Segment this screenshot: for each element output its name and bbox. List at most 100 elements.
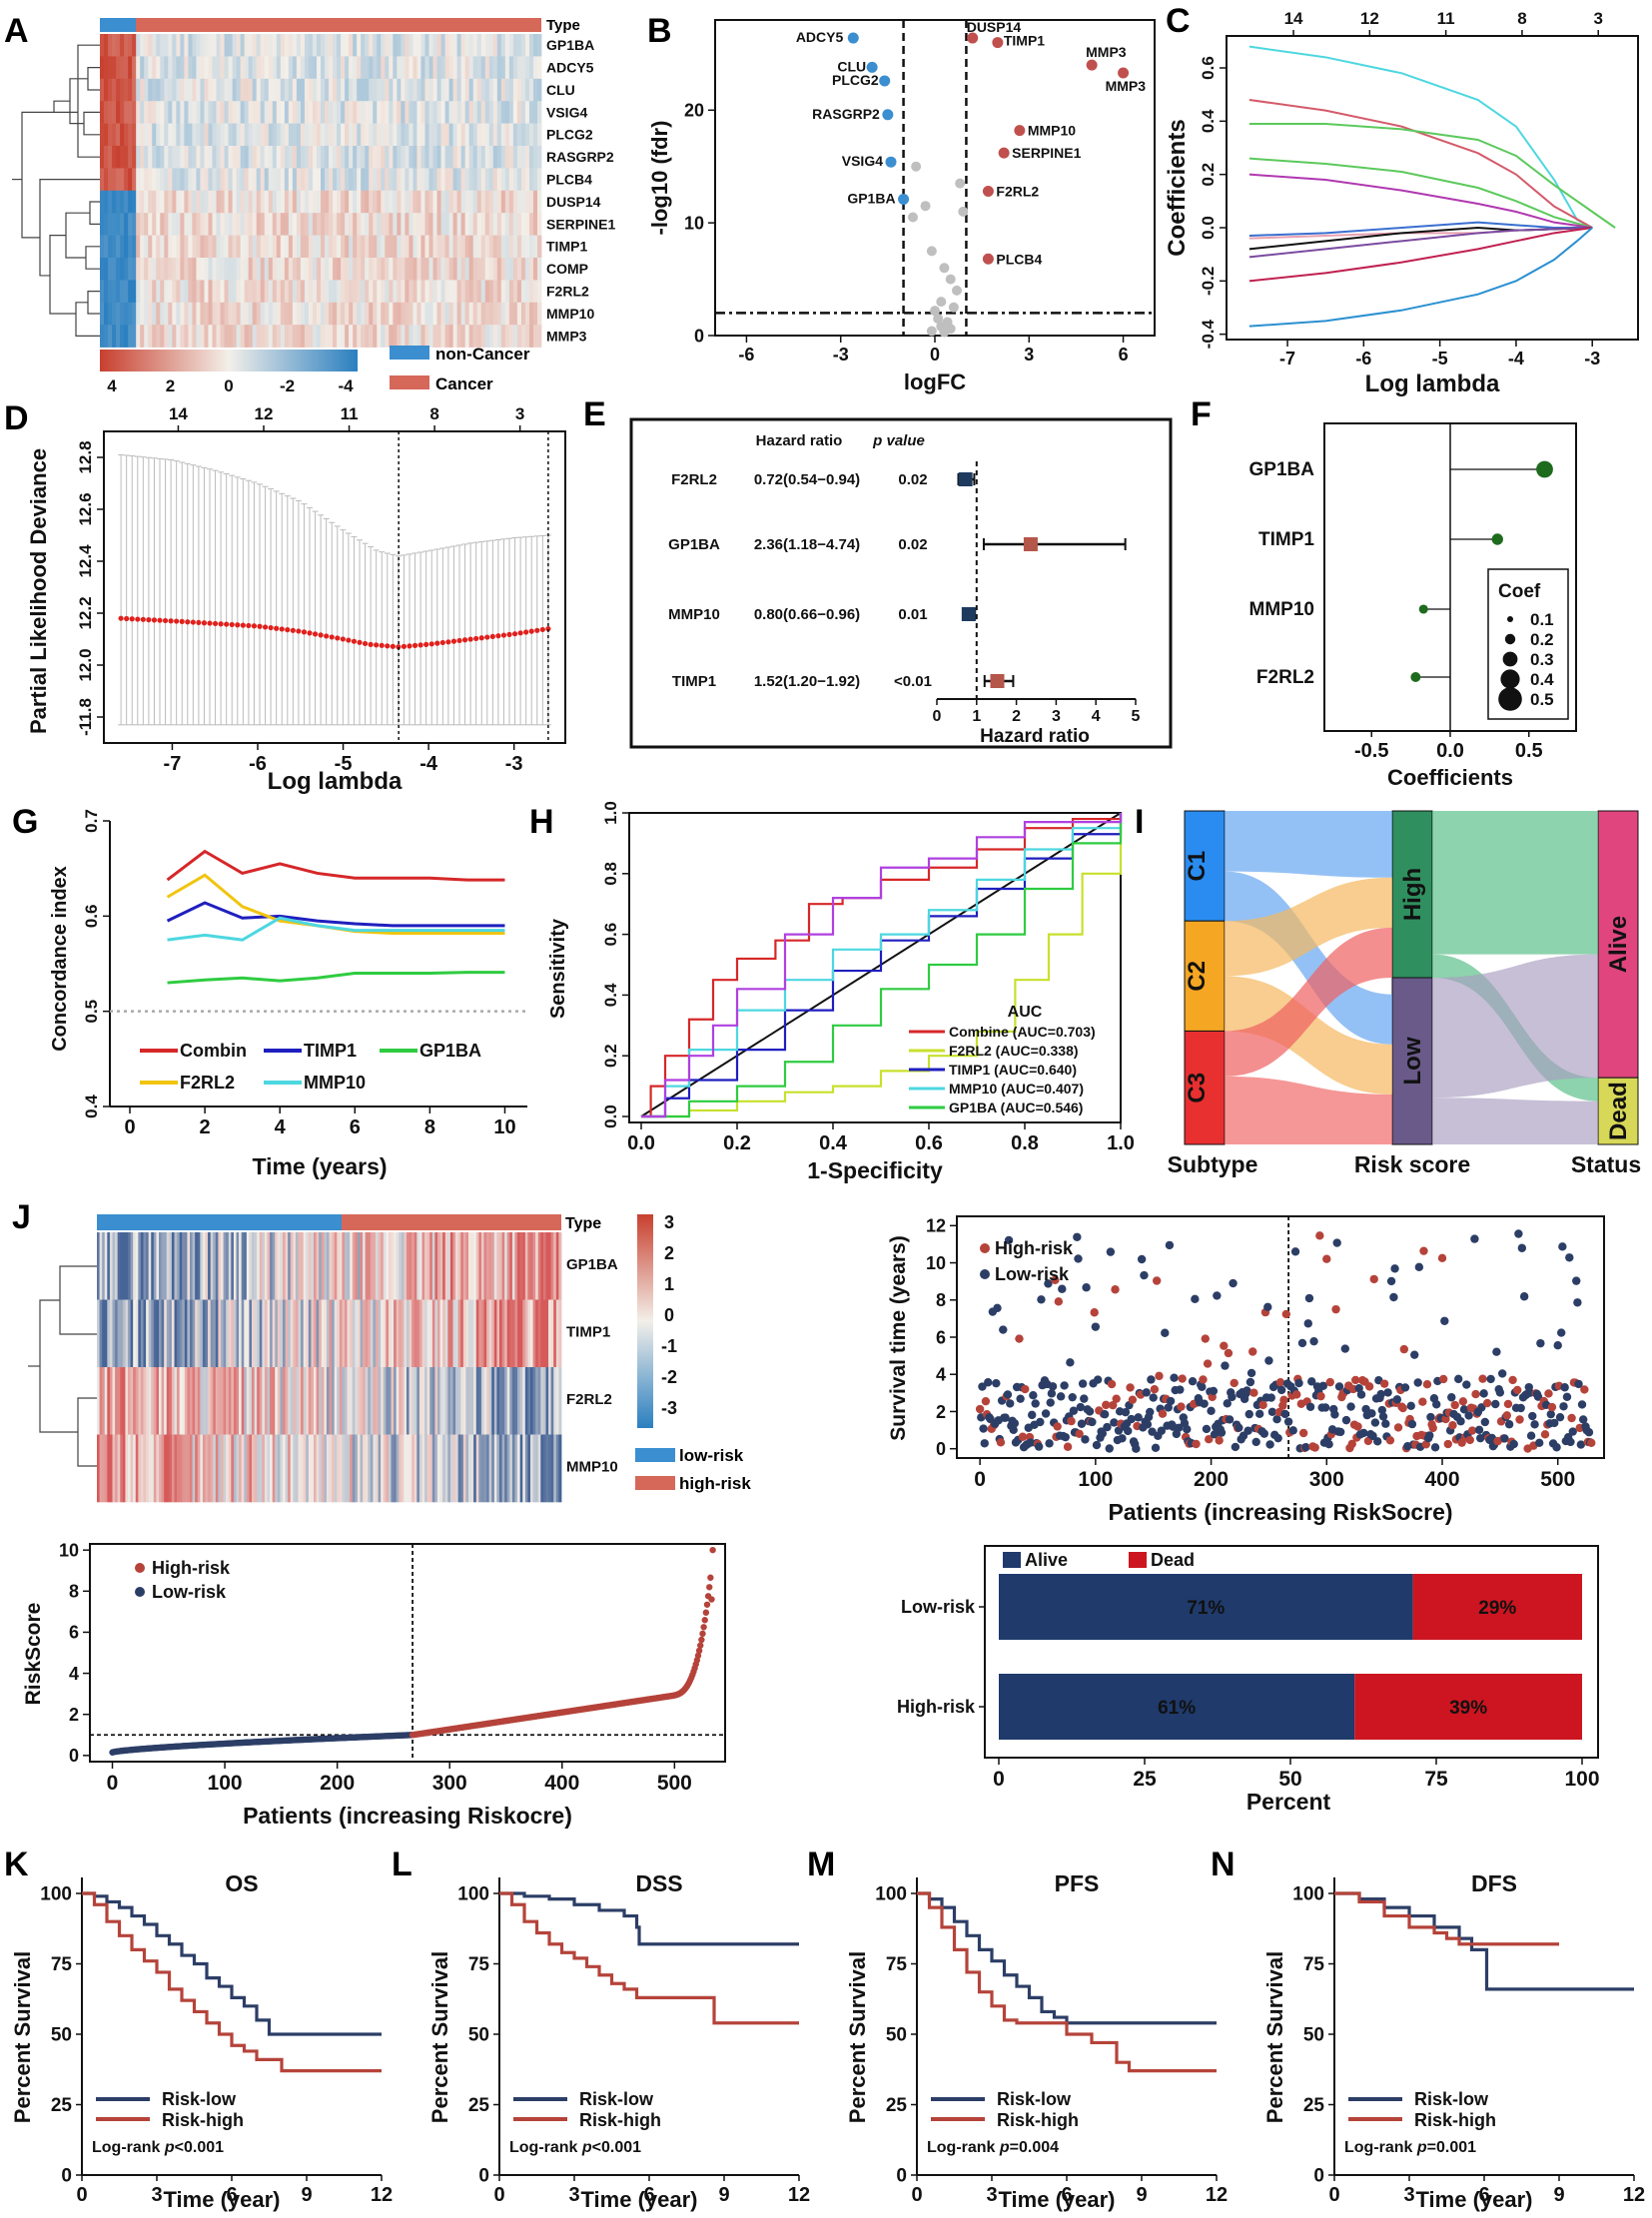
point-high-risk: [701, 1617, 708, 1624]
deviance-point: [445, 639, 451, 645]
heat-cell: [452, 258, 458, 281]
heat-cell: [334, 1367, 338, 1435]
heat-cell: [182, 1434, 186, 1503]
heat-cell: [409, 123, 413, 147]
heat-cell: [284, 168, 290, 192]
heat-cell: [108, 235, 113, 259]
heat-cell: [246, 1367, 250, 1435]
point-alive: [1207, 1406, 1216, 1416]
heat-cell: [125, 1434, 129, 1503]
heat-cell: [514, 1299, 518, 1368]
y-axis-tick-label: 0.2: [1199, 163, 1218, 187]
heat-cell: [280, 258, 286, 281]
point-dead: [1220, 1341, 1229, 1350]
point-alive: [1407, 1419, 1417, 1429]
heat-cell: [333, 34, 338, 57]
heat-cell: [347, 1367, 351, 1435]
point-label: MMP10: [1028, 123, 1076, 139]
heat-cell: [116, 78, 121, 102]
heat-cell: [528, 213, 534, 236]
x-axis-tick-label: 12: [788, 2184, 810, 2206]
heat-cell: [401, 56, 406, 80]
heat-cell: [413, 325, 417, 348]
heat-cell: [208, 1434, 212, 1503]
heat-cell: [397, 146, 402, 169]
point-dead: [1177, 1402, 1186, 1411]
x-axis-tick-label: 0: [76, 2184, 87, 2206]
heat-cell: [272, 1367, 276, 1435]
top-axis-tick-label: 14: [169, 404, 188, 423]
heat-cell: [444, 123, 449, 147]
lollipop-gene-label: TIMP1: [1258, 529, 1314, 550]
heat-cell: [272, 1299, 276, 1368]
point-dead: [1513, 1385, 1522, 1395]
heat-cell: [363, 1367, 367, 1435]
heat-cell: [361, 325, 366, 348]
heat-cell: [341, 123, 346, 147]
heat-cell: [280, 235, 286, 259]
heat-cell: [152, 101, 157, 124]
heat-cell: [337, 78, 342, 102]
legend-label: Low-risk: [995, 1264, 1070, 1284]
heat-cell: [397, 78, 402, 102]
heat-cell: [361, 168, 366, 192]
gene-label-gp1ba: GP1BA: [566, 1256, 618, 1273]
heat-cell: [168, 56, 173, 80]
point-nonsig: [945, 274, 956, 285]
x-axis-tick-label: -6: [249, 753, 267, 775]
heat-cell: [405, 213, 410, 236]
point-dead: [996, 1438, 1006, 1447]
gene-label-plcg2: PLCG2: [546, 127, 593, 143]
heat-cell: [107, 1299, 111, 1368]
point-nonsig: [908, 212, 918, 223]
heat-cell: [132, 190, 137, 214]
heat-cell: [389, 280, 394, 304]
heat-cell: [462, 1232, 466, 1300]
heat-cell: [393, 168, 398, 192]
heat-cell: [516, 146, 522, 169]
y-axis-tick-label: 0.4: [601, 983, 620, 1007]
heat-cell: [337, 190, 342, 214]
heat-cell: [292, 78, 298, 102]
heat-cell: [316, 280, 322, 304]
sankey-node-label: Low: [1399, 1037, 1426, 1085]
heat-cell: [496, 168, 502, 192]
x-axis-title: 1-Specificity: [807, 1157, 943, 1183]
heat-cell: [339, 1232, 343, 1300]
legend-label: Dead: [1151, 1550, 1195, 1570]
heat-cell: [172, 235, 177, 259]
point-alive: [1006, 1399, 1015, 1408]
heat-cell: [133, 1299, 137, 1368]
heat-cell: [401, 1232, 405, 1300]
point-alive: [1546, 1409, 1555, 1419]
heat-cell: [448, 123, 453, 147]
y-axis-tick-label: 0.4: [82, 1095, 101, 1118]
heat-cell: [401, 1299, 405, 1368]
point-alive: [1318, 1381, 1328, 1390]
deviance-point: [301, 629, 308, 635]
heat-cell: [393, 302, 398, 326]
heat-cell: [369, 168, 374, 192]
x-axis-tick-label: 200: [320, 1772, 355, 1795]
heat-cell: [239, 1367, 243, 1435]
heat-cell: [532, 325, 538, 348]
heat-cell: [404, 1367, 408, 1435]
point-alive: [1140, 1270, 1149, 1280]
point-alive: [1157, 1426, 1167, 1435]
heat-cell: [355, 1434, 359, 1503]
heat-cell: [128, 258, 133, 281]
point-dead: [1458, 1397, 1468, 1406]
heat-cell: [240, 101, 246, 124]
heat-cell: [312, 302, 318, 326]
heat-cell: [420, 258, 425, 281]
heat-cell: [267, 1232, 271, 1300]
heat-cell: [188, 190, 193, 214]
heat-cell: [220, 101, 225, 124]
heat-cell: [272, 168, 278, 192]
heat-cell: [285, 1434, 289, 1503]
heat-cell: [436, 101, 441, 124]
heat-cell: [365, 1367, 369, 1435]
heat-cell: [457, 1367, 461, 1435]
heat-cell: [409, 101, 413, 124]
